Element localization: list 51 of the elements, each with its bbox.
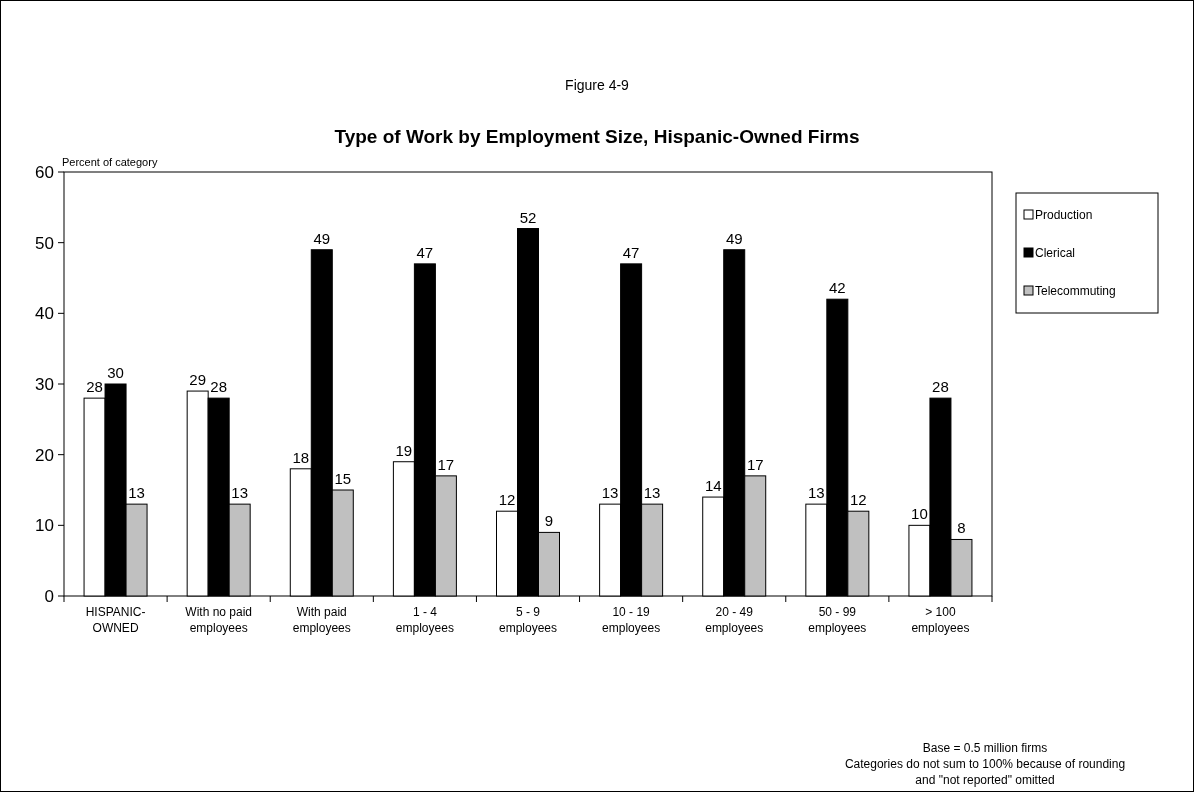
x-tick-label: 10 - 19 employees — [602, 605, 661, 635]
data-label: 9 — [544, 512, 554, 530]
data-label: 13 — [643, 484, 661, 502]
y-tick-label: 10 — [35, 516, 54, 536]
text: Categories do not sum to 100% because of rounding and "not reported" omitted — [844, 757, 1126, 787]
y-tick-label: 0 — [44, 587, 54, 606]
data-label: 49 — [313, 229, 331, 247]
data-label: 28 — [210, 378, 228, 396]
data-label: 8 — [957, 519, 966, 537]
data-label: 42 — [828, 279, 846, 297]
x-tick-label: With paid employees — [292, 605, 351, 635]
chart-title: Type of Work by Employment Size, Hispanic-Owned Firms — [334, 126, 860, 147]
data-label: 28 — [86, 378, 103, 396]
y-tick-label: 40 — [35, 304, 54, 324]
data-label: 19 — [395, 441, 413, 459]
y-tick-label: 30 — [35, 375, 54, 394]
data-label: 29 — [189, 371, 207, 389]
x-tick-label: 5 - 9 employees — [498, 605, 558, 635]
data-label: 52 — [519, 208, 537, 226]
legend-label: Production — [1035, 208, 1093, 222]
y-tick-label: 50 — [35, 233, 54, 253]
data-label: 12 — [849, 491, 867, 509]
data-label: 13 — [807, 484, 825, 502]
legend-label: Clerical — [1035, 246, 1076, 260]
data-label: 10 — [911, 505, 928, 523]
data-label: 13 — [601, 484, 619, 502]
y-axis-title: Percent of category — [62, 156, 158, 168]
x-tick-label: 20 - 49 employees — [705, 605, 764, 635]
x-tick-label: 1 - 4 employees — [395, 605, 454, 635]
x-tick-label: > 100 employees — [911, 605, 970, 635]
x-tick-label: HISPANIC- OWNED — [85, 605, 146, 635]
legend-label: Telecommuting — [1035, 284, 1116, 298]
data-label: 12 — [498, 491, 516, 509]
data-label: 14 — [704, 477, 722, 495]
data-label: 18 — [292, 448, 310, 466]
data-label: 13 — [231, 484, 249, 502]
data-label: 17 — [437, 455, 455, 473]
data-label: 28 — [932, 378, 949, 396]
x-tick-label: With no paid employees — [185, 605, 253, 635]
x-tick-label: 50 - 99 employees — [808, 605, 867, 635]
text: Base = 0.5 million firms — [922, 741, 1048, 755]
chart-subtitle: Figure 4-9 — [565, 77, 630, 93]
data-label: 47 — [622, 243, 640, 261]
data-label: 30 — [107, 364, 124, 381]
data-label: 13 — [128, 484, 145, 502]
data-label: 49 — [725, 229, 743, 247]
y-tick-label: 60 — [35, 163, 54, 182]
data-label: 47 — [416, 243, 434, 261]
y-tick-label: 20 — [35, 445, 54, 465]
data-label: 17 — [746, 455, 764, 473]
data-label: 15 — [334, 470, 352, 487]
